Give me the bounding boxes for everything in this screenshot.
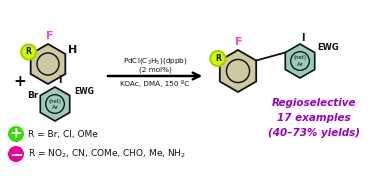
Text: R: R <box>215 54 221 63</box>
Text: (2 mol%): (2 mol%) <box>139 67 171 73</box>
Text: F: F <box>46 31 54 41</box>
Text: +: + <box>14 74 26 90</box>
Text: EWG: EWG <box>318 43 339 52</box>
Text: −: − <box>9 145 23 163</box>
Text: Ar: Ar <box>297 62 304 67</box>
Text: (het): (het) <box>293 55 307 61</box>
Polygon shape <box>220 50 256 92</box>
Circle shape <box>21 45 36 59</box>
Text: Ar: Ar <box>51 105 59 110</box>
Text: I: I <box>58 75 62 85</box>
Text: KOAc, DMA, 150 ºC: KOAc, DMA, 150 ºC <box>120 80 190 87</box>
Text: +: + <box>9 127 22 142</box>
Circle shape <box>8 146 24 162</box>
Polygon shape <box>31 44 65 84</box>
Text: H: H <box>68 45 77 55</box>
Text: (het): (het) <box>48 99 62 103</box>
Text: R: R <box>26 48 32 56</box>
Polygon shape <box>285 44 315 78</box>
Text: Regioselective
17 examples
(40–73% yields): Regioselective 17 examples (40–73% yield… <box>268 98 360 138</box>
Text: PdCl(C$_3$H$_5$)(dppb): PdCl(C$_3$H$_5$)(dppb) <box>123 56 187 66</box>
Text: Br: Br <box>27 91 38 100</box>
Text: R = NO$_2$, CN, COMe, CHO, Me, NH$_2$: R = NO$_2$, CN, COMe, CHO, Me, NH$_2$ <box>28 148 186 160</box>
Circle shape <box>8 126 24 142</box>
Text: EWG: EWG <box>74 87 94 96</box>
Polygon shape <box>40 87 70 121</box>
Text: I: I <box>301 33 305 43</box>
Text: F: F <box>235 37 243 47</box>
Text: R = Br, Cl, OMe: R = Br, Cl, OMe <box>28 130 98 139</box>
Circle shape <box>210 51 225 66</box>
